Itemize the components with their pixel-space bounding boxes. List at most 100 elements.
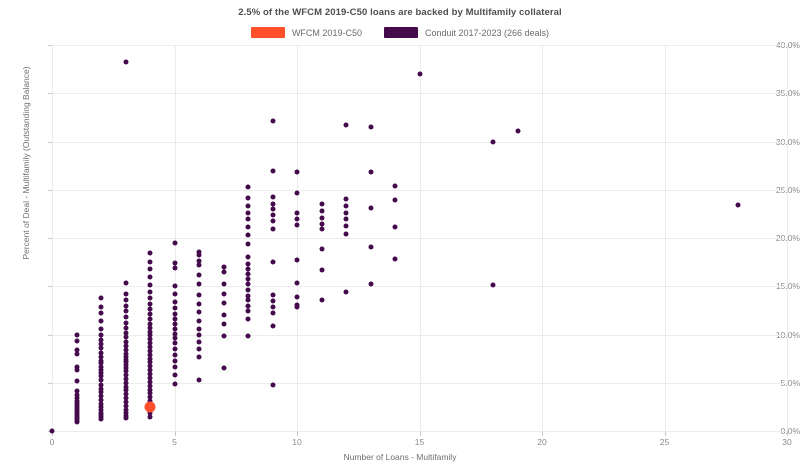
data-point-conduit[interactable] — [147, 316, 153, 322]
data-point-conduit[interactable] — [294, 304, 300, 310]
data-point-conduit[interactable] — [123, 391, 128, 397]
data-point-conduit[interactable] — [98, 414, 104, 420]
data-point-conduit[interactable] — [221, 300, 226, 306]
data-point-conduit[interactable] — [196, 292, 202, 298]
data-point-conduit[interactable] — [123, 351, 128, 357]
data-point-conduit[interactable] — [221, 269, 226, 275]
data-point-conduit[interactable] — [221, 333, 226, 339]
data-point-conduit[interactable] — [368, 205, 373, 211]
data-point-conduit[interactable] — [196, 252, 202, 258]
data-point-conduit[interactable] — [172, 260, 177, 266]
data-point-conduit[interactable] — [98, 410, 104, 416]
data-point-conduit[interactable] — [515, 128, 520, 134]
data-point-conduit[interactable] — [123, 357, 128, 363]
data-point-conduit[interactable] — [147, 398, 153, 404]
data-point-conduit[interactable] — [147, 371, 153, 377]
data-point-conduit[interactable] — [245, 210, 251, 216]
data-point-conduit[interactable] — [172, 331, 177, 337]
data-point-conduit[interactable] — [123, 413, 128, 419]
data-point-conduit[interactable] — [74, 398, 79, 404]
data-point-conduit[interactable] — [319, 215, 324, 221]
data-point-conduit[interactable] — [196, 326, 202, 332]
data-point-conduit[interactable] — [196, 262, 202, 268]
data-point-conduit[interactable] — [74, 338, 79, 344]
data-point-conduit[interactable] — [98, 326, 104, 332]
data-point-conduit[interactable] — [123, 308, 128, 314]
data-point-conduit[interactable] — [147, 250, 153, 256]
data-point-conduit[interactable] — [172, 364, 177, 370]
data-point-conduit[interactable] — [147, 336, 153, 342]
data-point-conduit[interactable] — [245, 333, 251, 339]
data-point-conduit[interactable] — [270, 206, 275, 212]
data-point-conduit[interactable] — [245, 293, 251, 299]
data-point-conduit[interactable] — [196, 318, 202, 324]
data-point-conduit[interactable] — [147, 356, 153, 362]
data-point-conduit[interactable] — [147, 410, 153, 416]
data-point-conduit[interactable] — [172, 283, 177, 289]
data-point-conduit[interactable] — [319, 221, 324, 227]
data-point-conduit[interactable] — [245, 266, 251, 272]
data-point-conduit[interactable] — [98, 354, 104, 360]
data-point-conduit[interactable] — [147, 306, 153, 312]
data-point-conduit[interactable] — [368, 124, 373, 130]
data-point-conduit[interactable] — [98, 393, 104, 399]
data-point-conduit[interactable] — [74, 347, 79, 353]
data-point-conduit[interactable] — [196, 258, 202, 264]
data-point-conduit[interactable] — [270, 194, 275, 200]
data-point-conduit[interactable] — [98, 382, 104, 388]
data-point-conduit[interactable] — [319, 201, 324, 207]
data-point-conduit[interactable] — [319, 297, 324, 303]
data-point-conduit[interactable] — [172, 291, 177, 297]
data-point-conduit[interactable] — [147, 379, 153, 385]
data-point-conduit[interactable] — [98, 364, 104, 370]
data-point-conduit[interactable] — [98, 404, 104, 410]
data-point-conduit[interactable] — [172, 372, 177, 378]
data-point-conduit[interactable] — [196, 332, 202, 337]
data-point-conduit[interactable] — [294, 294, 300, 300]
data-point-conduit[interactable] — [123, 399, 128, 405]
data-point-conduit[interactable] — [196, 281, 202, 287]
data-point-conduit[interactable] — [245, 287, 251, 293]
data-point-conduit[interactable] — [368, 244, 373, 250]
data-point-conduit[interactable] — [343, 210, 349, 216]
data-point-conduit[interactable] — [343, 196, 349, 202]
data-point-conduit[interactable] — [245, 224, 251, 230]
data-point-conduit[interactable] — [172, 358, 177, 364]
data-point-conduit[interactable] — [270, 292, 275, 298]
data-point-conduit[interactable] — [123, 347, 128, 353]
data-point-conduit[interactable] — [245, 184, 251, 190]
data-point-conduit[interactable] — [123, 334, 128, 340]
data-point-conduit[interactable] — [196, 354, 202, 360]
data-point-conduit[interactable] — [319, 226, 324, 232]
data-point-conduit[interactable] — [270, 298, 275, 304]
data-point-conduit[interactable] — [196, 339, 202, 345]
data-point-conduit[interactable] — [74, 367, 79, 373]
data-point-conduit[interactable] — [98, 367, 104, 373]
data-point-conduit[interactable] — [74, 351, 79, 357]
data-point-conduit[interactable] — [172, 326, 177, 332]
data-point-conduit[interactable] — [147, 340, 153, 346]
data-point-conduit[interactable] — [123, 407, 128, 413]
data-point-conduit[interactable] — [196, 249, 202, 254]
data-point-conduit[interactable] — [123, 314, 128, 320]
data-point-conduit[interactable] — [98, 332, 104, 338]
data-point-conduit[interactable] — [245, 195, 251, 201]
data-point-conduit[interactable] — [123, 410, 128, 416]
data-point-conduit[interactable] — [74, 392, 79, 398]
data-point-conduit[interactable] — [490, 282, 496, 288]
data-point-conduit[interactable] — [98, 370, 104, 376]
data-point-conduit[interactable] — [147, 301, 153, 307]
data-point-conduit[interactable] — [74, 332, 79, 338]
data-point-conduit[interactable] — [368, 281, 373, 287]
data-point-conduit[interactable] — [294, 169, 300, 175]
data-point-conduit[interactable] — [98, 318, 104, 324]
data-point-conduit[interactable] — [49, 428, 55, 434]
data-point-conduit[interactable] — [123, 403, 128, 409]
data-point-conduit[interactable] — [147, 282, 153, 288]
data-point-conduit[interactable] — [319, 208, 324, 214]
data-point-conduit[interactable] — [294, 302, 300, 308]
data-point-conduit[interactable] — [123, 415, 128, 421]
data-point-conduit[interactable] — [147, 414, 153, 420]
data-point-conduit[interactable] — [221, 281, 226, 287]
data-point-conduit[interactable] — [245, 232, 251, 238]
